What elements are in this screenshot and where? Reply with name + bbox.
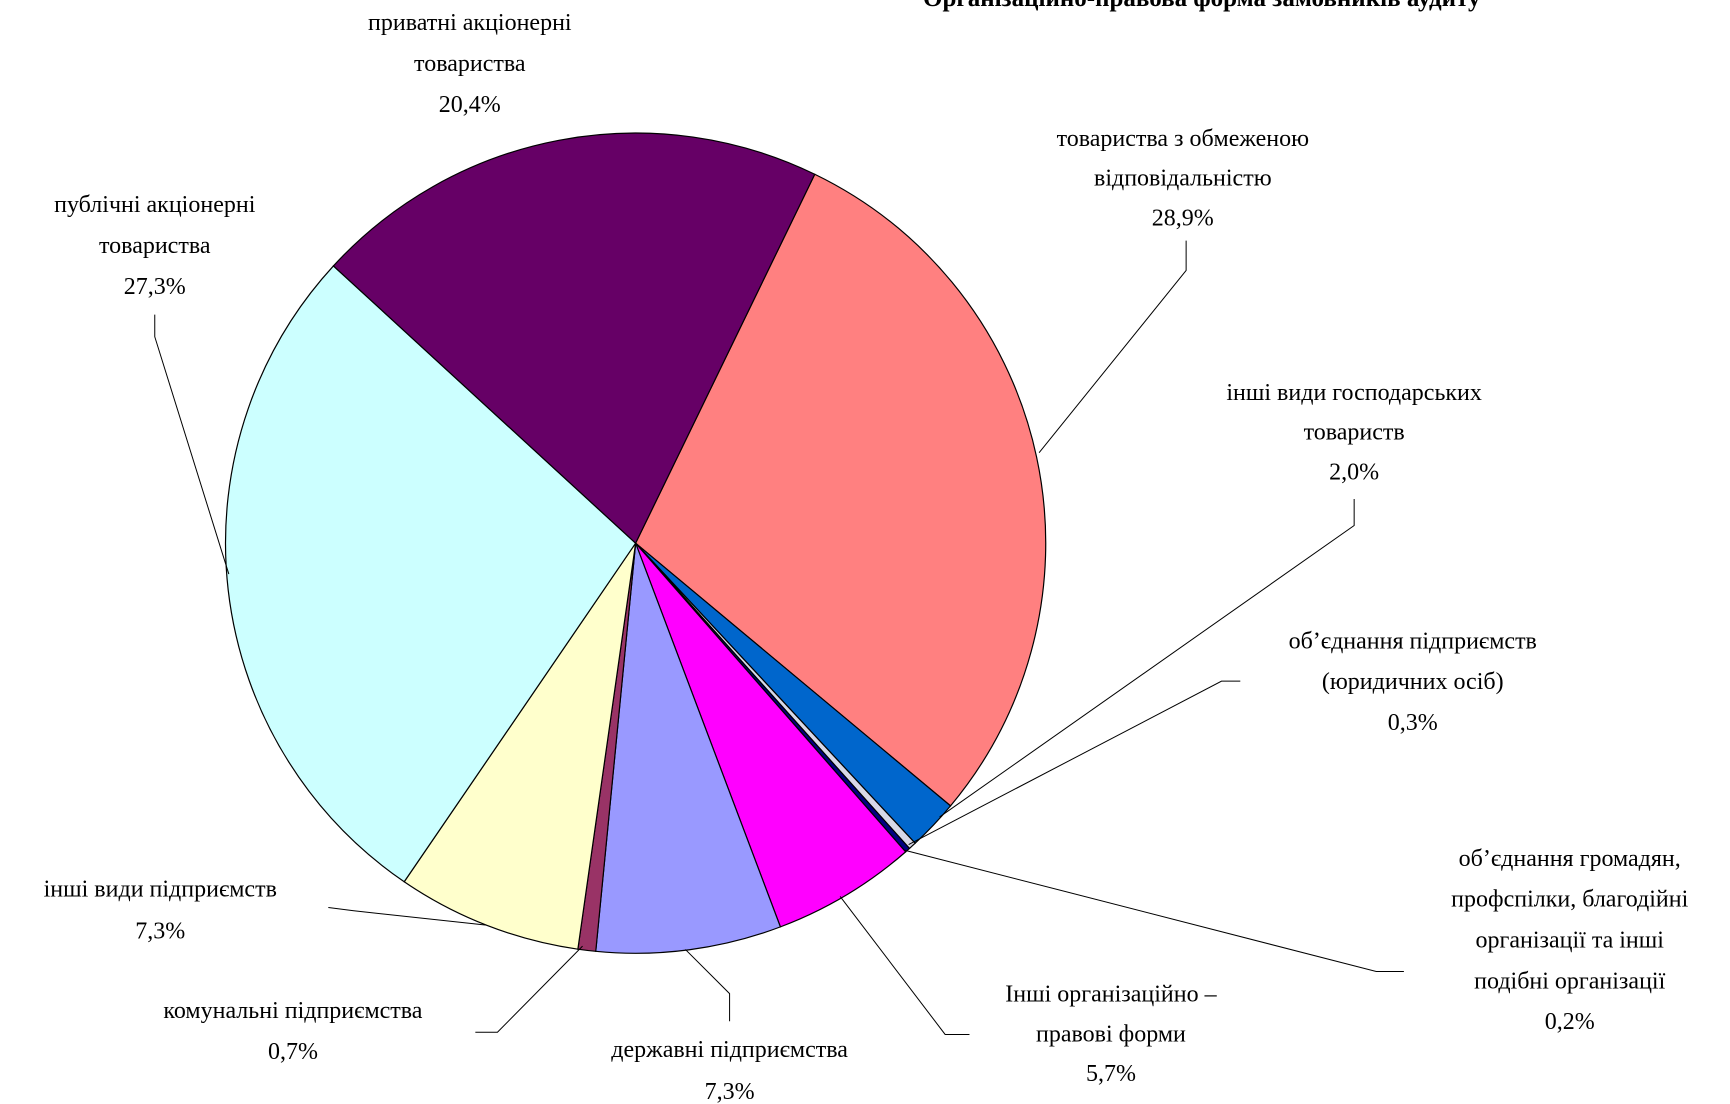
slice-label: публічні акціонерні товариства — [54, 192, 256, 259]
pie-slice — [224, 265, 637, 883]
value-label: 0,3% — [1388, 710, 1438, 736]
pie-slice — [403, 542, 637, 950]
value-label: 28,9% — [1152, 205, 1214, 231]
value-label: 2,0% — [1329, 459, 1379, 485]
value-label: 0,7% — [268, 1039, 318, 1065]
leader-line — [1038, 240, 1187, 453]
slice-label: приватні акціонерні товариства — [368, 10, 572, 77]
slice-label: товариства з обмеженою відповідальністю — [1057, 126, 1310, 192]
slice-label: об’єднання підприємств (юридичних осіб) — [1289, 628, 1537, 695]
pie-slice — [595, 542, 782, 954]
leader-line — [328, 906, 487, 926]
pie-slice — [635, 542, 907, 928]
slice-label: інші види підприємств — [44, 877, 277, 903]
value-label: 7,3% — [705, 1079, 755, 1104]
slice-label: Інші організаційно – правові форми — [1005, 982, 1217, 1048]
value-label: 7,3% — [135, 919, 185, 945]
leader-line — [685, 949, 731, 1022]
pie-slice — [332, 132, 816, 545]
value-label: 27,3% — [124, 274, 186, 300]
chart-title: Організаційно-правова форма замовників а… — [923, 0, 1481, 12]
slice-label: комунальні підприємства — [163, 998, 422, 1024]
leader-line — [839, 896, 970, 1035]
leader-line — [908, 680, 1241, 846]
value-label: 20,4% — [439, 92, 501, 118]
slice-label: об’єднання громадян, профспілки, благодій… — [1451, 846, 1688, 995]
slice-label: державні підприємства — [611, 1037, 848, 1063]
value-label: 0,2% — [1545, 1009, 1595, 1035]
leader-line — [939, 499, 1355, 818]
slice-label: інші види господарських товариств — [1226, 380, 1482, 446]
value-label: 5,7% — [1086, 1061, 1136, 1087]
leader-line — [904, 849, 1404, 973]
leader-line — [154, 314, 230, 575]
leader-line — [475, 945, 583, 1033]
